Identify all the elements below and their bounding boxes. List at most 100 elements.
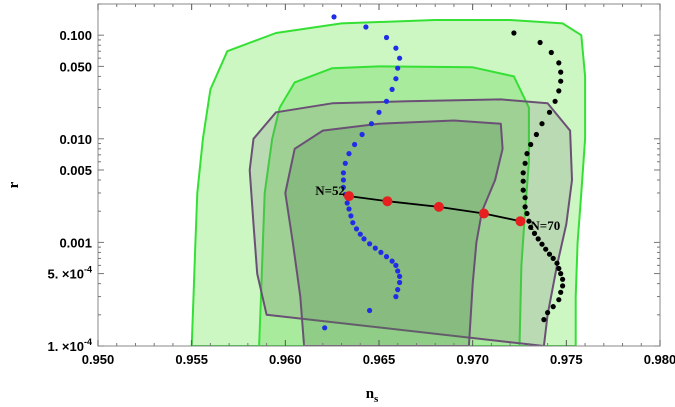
series-2-point [528, 141, 534, 148]
x-tick-label: 0.980 [644, 352, 675, 367]
series-2-point [558, 78, 564, 84]
y-tick-label: 0.050 [59, 59, 92, 74]
series-1-point [397, 273, 403, 279]
n-line-marker [344, 191, 354, 202]
series-1-point [395, 287, 401, 293]
series-2-point [558, 69, 564, 75]
axis-ticks: 0.950 0.955 0.960 0.965 0.970 0.975 0.980 1. ×1… [47, 3, 675, 367]
series-1-point [393, 294, 399, 300]
series-1-point [342, 160, 348, 166]
x-tick-label: 0.950 [82, 352, 115, 367]
x-axis-label-sub: s [374, 393, 379, 405]
series-2-point [560, 283, 566, 289]
series-1-point [393, 262, 399, 268]
series-1-point [322, 325, 328, 331]
series-1-point [348, 213, 354, 219]
series-1-point [361, 236, 367, 242]
series-2-point [558, 289, 564, 295]
y-tick-label: 0.005 [59, 163, 92, 178]
series-1-point [383, 98, 390, 104]
series-2-point [556, 60, 562, 66]
series-1-point [393, 45, 399, 51]
y-tick-label: 0.100 [59, 28, 92, 43]
series-1-point [359, 131, 365, 138]
series-1-point [340, 170, 346, 176]
confidence-contours [190, 19, 587, 346]
series-1-point [383, 34, 390, 41]
x-axis-label: ns [366, 386, 379, 405]
series-2-point [556, 297, 562, 303]
series-2-point [528, 224, 534, 230]
series-2-point [552, 98, 558, 104]
series-2-point [550, 255, 556, 261]
y-tick-label: 0.010 [59, 132, 92, 147]
series-2-point [537, 39, 543, 46]
series-1-point [363, 24, 369, 30]
x-tick-label: 0.960 [269, 352, 302, 367]
series-2-point [524, 210, 530, 217]
series-1-point [357, 231, 363, 237]
annotation-label: N=52 [315, 183, 345, 198]
series-2-point [520, 170, 526, 176]
n-line-marker [515, 216, 526, 227]
series-2-point [546, 109, 553, 115]
x-tick-label: 0.975 [550, 352, 583, 367]
series-1-point [376, 109, 382, 115]
series-2-point [533, 131, 540, 138]
axis-labels: ns r [6, 181, 379, 405]
y-tick-label: 0.001 [59, 235, 92, 250]
series-2-point [543, 246, 549, 252]
series-2-point [531, 230, 538, 236]
series-1-point [340, 177, 346, 183]
series-1-point [395, 268, 401, 274]
series-1-point [397, 55, 403, 61]
series-1-point [350, 220, 356, 226]
n-line-marker [433, 201, 444, 212]
series-1-point [352, 141, 358, 148]
series-2-point [511, 30, 517, 36]
series-1-point [397, 279, 403, 286]
series-2-point [556, 88, 562, 94]
series-2-point [556, 265, 562, 272]
series-2-point [554, 260, 560, 266]
series-1-point [393, 76, 399, 82]
series-2-point [526, 218, 532, 224]
series-1-point [378, 249, 384, 255]
series-2-point [541, 317, 547, 323]
contour-region-3 [248, 98, 573, 346]
series-2-point [522, 195, 528, 201]
x-axis-label-main: n [366, 386, 375, 402]
series-1-point [389, 258, 395, 264]
series-1-point [340, 184, 346, 190]
annotation-label: N=70 [530, 218, 560, 233]
series-2-point [546, 251, 553, 257]
series-1-point [344, 200, 350, 206]
series-2-point [550, 304, 556, 310]
series-1-point [383, 254, 390, 260]
series-1-point [367, 307, 373, 314]
x-tick-label: 0.970 [456, 352, 489, 367]
series-2-point [522, 160, 528, 166]
series-2-point [545, 310, 551, 316]
series-1-point [331, 14, 337, 20]
series-2-point [520, 187, 526, 193]
series-1-point [389, 86, 395, 92]
series-1-point [353, 226, 360, 232]
n-line [344, 191, 526, 227]
series-2-point [560, 276, 566, 282]
contour-region-2 [258, 65, 530, 346]
series-2-point [535, 236, 541, 242]
series-1-point [395, 65, 401, 71]
series-1-point [372, 245, 378, 251]
series-1-point [368, 121, 375, 127]
series-1-point [346, 206, 352, 212]
series-2-point [539, 121, 545, 127]
data-series [322, 14, 566, 331]
n-line-marker [382, 196, 393, 207]
x-tick-label: 0.965 [363, 352, 396, 367]
y-tick-label: 1. ×10-4 [47, 337, 92, 354]
x-tick-label: 0.955 [175, 352, 208, 367]
series-2-point [539, 241, 545, 247]
